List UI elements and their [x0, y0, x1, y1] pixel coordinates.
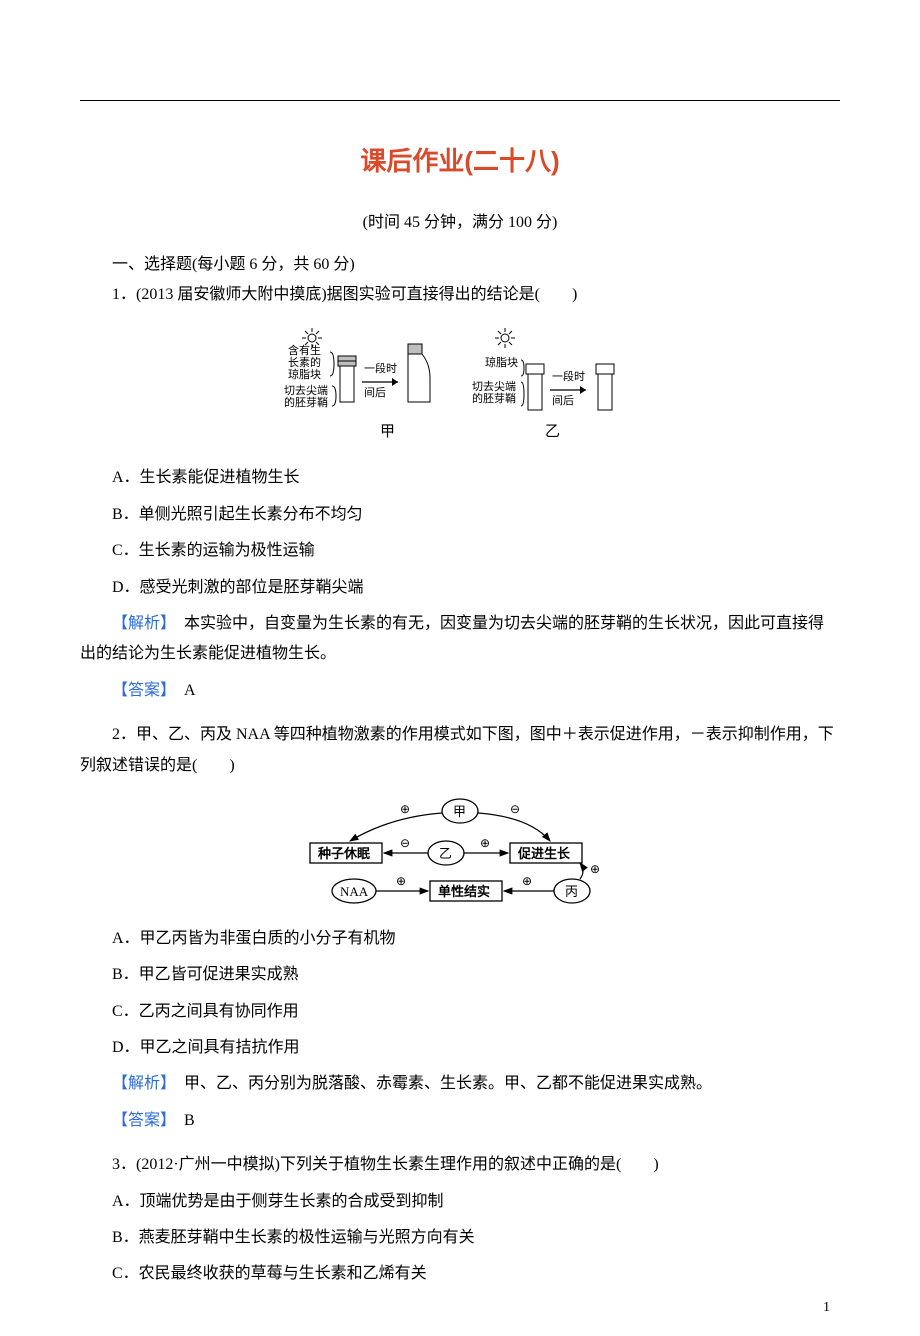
q1-analysis-text: 本实验中，自变量为生长素的有无，因变量为切去尖端的胚芽鞘的生长状况，因此可直接得… [80, 615, 824, 662]
fig1-cap-right: 乙 [545, 424, 560, 440]
fig2-bing: 丙 [565, 884, 578, 899]
fig2-plus-5: ⊕ [396, 874, 406, 888]
q1-answer-text: A [168, 682, 196, 699]
fig1-cap-left: 甲 [380, 424, 395, 440]
fig1-after-l1a: 一段时 [364, 361, 397, 375]
fig2-yi: 乙 [439, 846, 452, 861]
q1-optB: B．单侧光照引起生长素分布不均匀 [80, 500, 840, 530]
fig1-after-l2b: 间后 [552, 394, 574, 407]
fig1-tip-l1: 切去尖端 [284, 384, 328, 397]
analysis-tag: 【解析】 [112, 615, 168, 632]
q2-diagram-svg: 种子休眠 促进生长 单性结实 甲 乙 丙 NAA ⊕ ⊖ ⊖ [300, 795, 620, 905]
section-heading: 一、选择题(每小题 6 分，共 60 分) [80, 250, 840, 274]
q2-optB: B．甲乙皆可促进果实成熟 [80, 960, 840, 990]
page-number: 1 [823, 1300, 830, 1316]
q2-optA: A．甲乙丙皆为非蛋白质的小分子有机物 [80, 924, 840, 954]
q2-analysis-text: 甲、乙、丙分别为脱落酸、赤霉素、生长素。甲、乙都不能促进果实成熟。 [168, 1075, 712, 1092]
q1-diagram-svg: 含有生 长素的 琼脂块 切去尖端 的胚芽鞘 一段时 间后 [280, 324, 640, 444]
q1-figure: 含有生 长素的 琼脂块 切去尖端 的胚芽鞘 一段时 间后 [80, 324, 840, 449]
fig1-after-l1b: 一段时 [552, 369, 585, 383]
fig2-plus-4: ⊕ [522, 874, 532, 888]
fig1-block1-l2: 长素的 [288, 355, 321, 369]
q2-optC: C．乙丙之间具有协同作用 [80, 997, 840, 1027]
q3-optA: A．顶端优势是由于侧芽生长素的合成受到抑制 [80, 1187, 840, 1217]
exam-meta: (时间 45 分钟，满分 100 分) [80, 208, 840, 232]
q1-analysis: 【解析】 本实验中，自变量为生长素的有无，因变量为切去尖端的胚芽鞘的生长状况，因… [80, 609, 840, 670]
q1-optA: A．生长素能促进植物生长 [80, 463, 840, 493]
q1-optD: D．感受光刺激的部位是胚芽鞘尖端 [80, 573, 840, 603]
fig2-jia: 甲 [453, 804, 466, 819]
fig2-growth: 促进生长 [517, 846, 571, 861]
q1-stem: 1．(2013 届安徽师大附中摸底)据图实验可直接得出的结论是( ) [80, 280, 840, 310]
q2-answer-text: B [168, 1112, 195, 1129]
top-rule [80, 100, 840, 101]
fig2-minus-2: ⊖ [400, 836, 410, 850]
q2-analysis: 【解析】 甲、乙、丙分别为脱落酸、赤霉素、生长素。甲、乙都不能促进果实成熟。 [80, 1069, 840, 1099]
fig2-plus-1: ⊕ [400, 802, 410, 816]
q3-optC: C．农民最终收获的草莓与生长素和乙烯有关 [80, 1259, 840, 1289]
fig1-block1-l3: 琼脂块 [288, 367, 321, 381]
fig1-block2: 琼脂块 [485, 355, 518, 369]
analysis-tag-2: 【解析】 [112, 1075, 168, 1092]
fig1-after-l2a: 间后 [364, 386, 386, 399]
q1-answer: 【答案】 A [80, 676, 840, 706]
q2-answer: 【答案】 B [80, 1106, 840, 1136]
q2-figure: 种子休眠 促进生长 单性结实 甲 乙 丙 NAA ⊕ ⊖ ⊖ [80, 795, 840, 910]
fig2-minus-1: ⊖ [510, 802, 520, 816]
fig2-plus-2: ⊕ [480, 836, 490, 850]
answer-tag-2: 【答案】 [112, 1112, 168, 1129]
fig2-plus-3: ⊕ [590, 862, 600, 876]
fig2-fruit: 单性结实 [438, 884, 490, 899]
fig1-tip-l2: 的胚芽鞘 [284, 395, 328, 409]
fig2-naa: NAA [340, 884, 369, 899]
fig2-seed: 种子休眠 [317, 846, 370, 861]
page: 课后作业(二十八) (时间 45 分钟，满分 100 分) 一、选择题(每小题 … [0, 0, 920, 1336]
q3-optB: B．燕麦胚芽鞘中生长素的极性运输与光照方向有关 [80, 1223, 840, 1253]
answer-tag: 【答案】 [112, 682, 168, 699]
q1-optC: C．生长素的运输为极性运输 [80, 536, 840, 566]
fig1-tip2-l1: 切去尖端 [472, 380, 516, 393]
q2-optD: D．甲乙之间具有拮抗作用 [80, 1033, 840, 1063]
q3-stem: 3．(2012·广州一中模拟)下列关于植物生长素生理作用的叙述中正确的是( ) [80, 1150, 840, 1180]
fig1-block1-l1: 含有生 [288, 343, 321, 357]
fig1-tip2-l2: 的胚芽鞘 [472, 391, 516, 405]
page-title: 课后作业(二十八) [80, 141, 840, 178]
q2-stem: 2．甲、乙、丙及 NAA 等四种植物激素的作用模式如下图，图中＋表示促进作用，－… [80, 720, 840, 781]
